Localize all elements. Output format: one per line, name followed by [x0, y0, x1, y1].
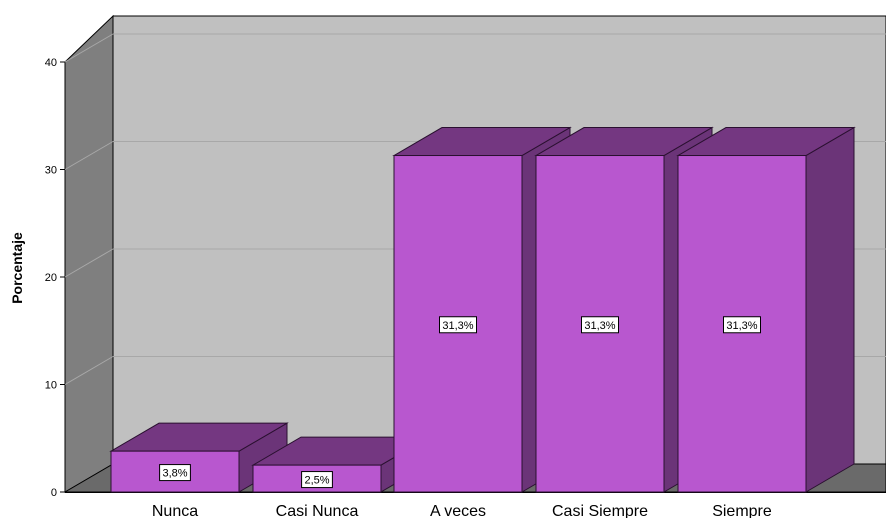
bars: 3,8% 2,5% 31,3% 31,3% 31,3%	[109, 126, 856, 493]
data-label-box	[723, 316, 761, 334]
x-tick-label: Nunca	[152, 503, 198, 518]
gridline-side	[64, 248, 114, 278]
x-tick-label: Casi Nunca	[276, 503, 359, 518]
y-tick-label: 40	[45, 57, 57, 69]
data-label-box	[159, 464, 191, 482]
y-tick-label: 30	[45, 165, 57, 177]
data-label: 3,8%	[162, 468, 187, 480]
x-axis: Nunca Casi Nunca A veces Casi Siempre Siempr…	[152, 503, 772, 518]
bar-a-veces: 31,3%	[392, 126, 572, 493]
data-label-box	[581, 316, 619, 334]
y-axis: 0 10 20 30 40	[45, 57, 65, 499]
data-label: 2,5%	[304, 475, 329, 487]
x-tick-label: Casi Siempre	[552, 503, 648, 518]
y-tick-label: 20	[45, 272, 57, 284]
bar-siempre: 31,3%	[676, 126, 856, 493]
bar-side	[805, 126, 855, 493]
x-tick-label: A veces	[430, 503, 486, 518]
data-label: 31,3%	[726, 320, 757, 332]
gridline-side	[64, 356, 114, 385]
bar-nunca: 3,8%	[109, 422, 289, 493]
gridline-side	[64, 33, 114, 63]
left-wall	[64, 14, 114, 493]
data-label-box	[439, 316, 477, 334]
y-tick-label: 10	[45, 380, 57, 392]
x-tick-label: Siempre	[712, 503, 772, 518]
data-label-box	[301, 471, 333, 489]
y-axis-title: Porcentaje	[9, 232, 25, 304]
gridline-side	[64, 141, 114, 170]
y-tick-label: 0	[51, 487, 57, 499]
data-label: 31,3%	[442, 320, 473, 332]
bar-front	[393, 155, 523, 493]
data-label: 31,3%	[584, 320, 615, 332]
